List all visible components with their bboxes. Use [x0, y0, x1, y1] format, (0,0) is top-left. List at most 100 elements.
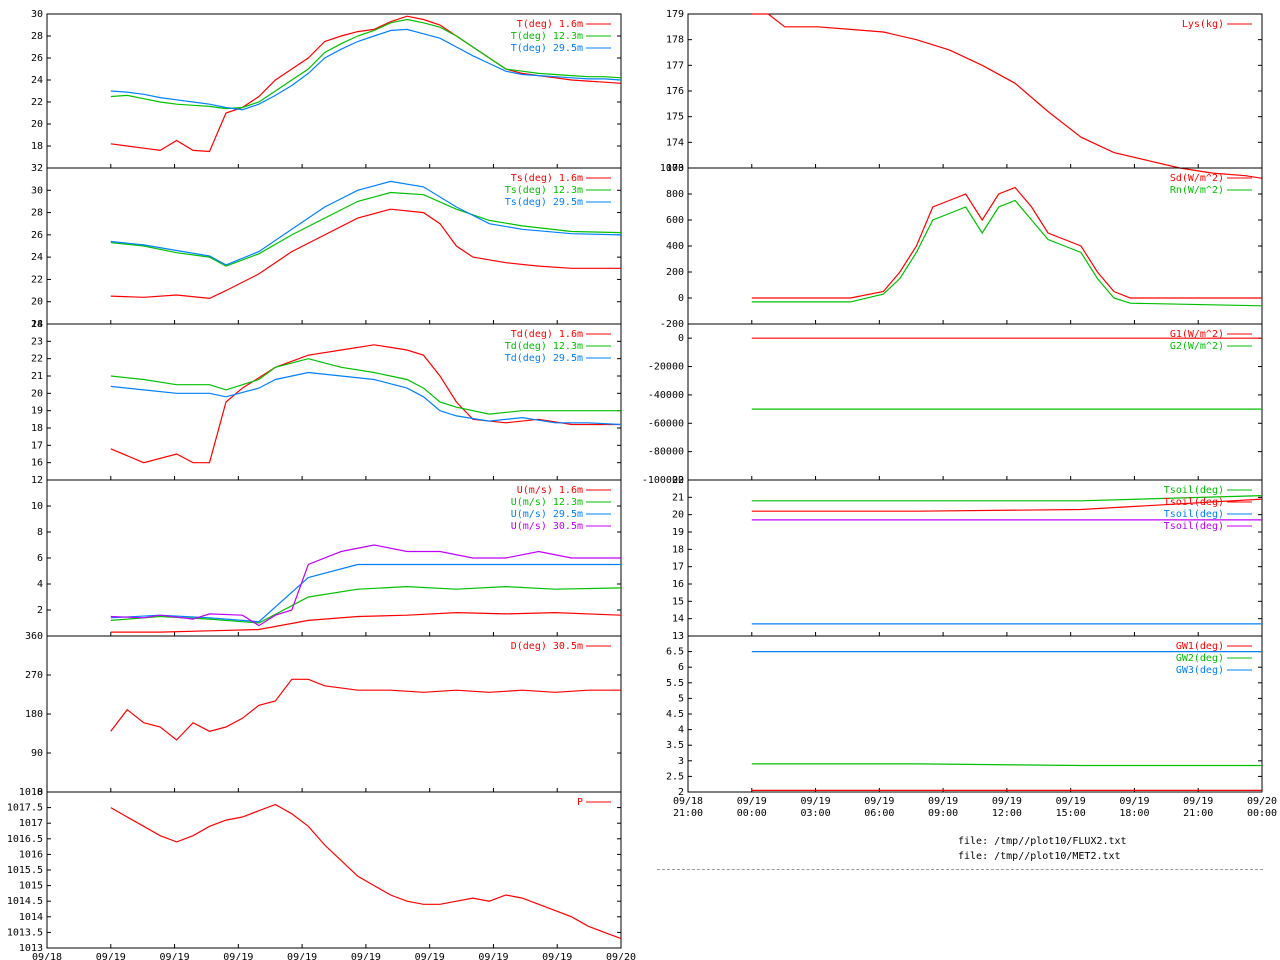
ytick-label-G-5: 0	[678, 333, 684, 344]
right-xlabel-time-0: 21:00	[673, 808, 703, 819]
ytick-label-Tsoil-8: 21	[672, 492, 684, 503]
right-xlabel-date-7: 09/19	[1119, 796, 1149, 807]
legend-T-2: T(deg) 29.5m	[511, 43, 583, 54]
ytick-label-P-1: 1013.5	[7, 927, 43, 938]
ytick-label-T-0: 18	[31, 141, 43, 152]
legend-D-0: D(deg) 30.5m	[511, 641, 583, 652]
ytick-label-GW-2: 3	[678, 756, 684, 767]
right-xlabel-date-4: 09/19	[928, 796, 958, 807]
legend-Tsoil-2: Tsoil(deg)	[1164, 509, 1224, 520]
ytick-label-Td-7: 23	[31, 336, 43, 347]
ytick-label-U-4: 10	[31, 501, 43, 512]
ytick-label-Sd-0: -200	[660, 319, 684, 330]
ytick-label-Tsoil-0: 13	[672, 631, 684, 642]
legend-U-2: U(m/s) 29.5m	[511, 509, 583, 520]
legend-P-0: P	[577, 797, 583, 808]
legend-Td-1: Td(deg) 12.3m	[505, 341, 583, 352]
ytick-label-D-4: 360	[25, 631, 43, 642]
right-xlabel-date-9: 09/20	[1247, 796, 1277, 807]
ytick-label-Td-1: 17	[31, 440, 43, 451]
ytick-label-Tsoil-1: 14	[672, 614, 684, 625]
ytick-label-T-2: 22	[31, 97, 43, 108]
ytick-label-Tsoil-3: 16	[672, 579, 684, 590]
legend-GW-1: GW2(deg)	[1176, 653, 1224, 664]
right-xlabel-date-6: 09/19	[1056, 796, 1086, 807]
ytick-label-Td-8: 24	[31, 319, 43, 330]
right-xlabel-time-7: 18:00	[1119, 808, 1149, 819]
ytick-label-P-6: 1016	[19, 849, 43, 860]
legend-Sd-1: Rn(W/m^2)	[1170, 185, 1224, 196]
right-xlabel-date-3: 09/19	[864, 796, 894, 807]
legend-Td-0: Td(deg) 1.6m	[511, 329, 583, 340]
left-xlabel-date-1: 09/19	[96, 952, 126, 960]
file-flux: file: /tmp//plot10/FLUX2.txt	[958, 836, 1127, 847]
ytick-label-U-5: 12	[31, 475, 43, 486]
ytick-label-Ts-7: 32	[31, 163, 43, 174]
legend-Ts-0: Ts(deg) 1.6m	[511, 173, 583, 184]
ytick-label-Lys-0: 173	[666, 163, 684, 174]
ytick-label-G-4: -20000	[648, 362, 684, 373]
legend-T-1: T(deg) 12.3m	[511, 31, 583, 42]
series-Sd-0	[751, 186, 1262, 299]
right-xlabel-time-8: 21:00	[1183, 808, 1213, 819]
left-xlabel-date-4: 09/19	[287, 952, 317, 960]
ytick-label-Ts-3: 24	[31, 252, 43, 263]
legend-Lys-0: Lys(kg)	[1182, 19, 1224, 30]
ytick-label-Tsoil-5: 18	[672, 544, 684, 555]
series-Ts-2	[110, 180, 622, 266]
right-xlabel-time-6: 15:00	[1056, 808, 1086, 819]
ytick-label-P-7: 1016.5	[7, 834, 43, 845]
right-xlabel-time-9: 00:00	[1247, 808, 1277, 819]
right-xlabel-date-8: 09/19	[1183, 796, 1213, 807]
legend-U-3: U(m/s) 30.5m	[511, 521, 583, 532]
series-Tsoil-0	[751, 495, 1263, 502]
ytick-label-P-9: 1017.5	[7, 803, 43, 814]
ytick-label-D-2: 180	[25, 709, 43, 720]
panel-Lys-frame	[687, 13, 1263, 169]
legend-GW-0: GW1(deg)	[1176, 641, 1224, 652]
series-Lys-0	[751, 13, 1263, 179]
legend-Tsoil-3: Tsoil(deg)	[1164, 521, 1224, 532]
series-Tsoil-1	[751, 498, 1263, 512]
file-met: file: /tmp//plot10/MET2.txt	[958, 851, 1121, 862]
legend-Sd-0: Sd(W/m^2)	[1170, 173, 1224, 184]
series-T-2	[110, 28, 622, 111]
right-xlabel-date-1: 09/19	[737, 796, 767, 807]
ytick-label-Sd-6: 1000	[660, 163, 684, 174]
legend-G-0: G1(W/m^2)	[1170, 329, 1224, 340]
ytick-label-GW-7: 5.5	[666, 678, 684, 689]
ytick-label-P-0: 1013	[19, 943, 43, 954]
series-Ts-0	[110, 208, 621, 300]
legend-Tsoil-0: Tsoil(deg)	[1164, 485, 1224, 496]
ytick-label-Ts-4: 26	[31, 230, 43, 241]
ytick-label-Td-2: 18	[31, 423, 43, 434]
ytick-label-Lys-1: 174	[666, 137, 684, 148]
left-xlabel-date-8: 09/19	[542, 952, 572, 960]
ytick-label-Sd-5: 800	[666, 189, 684, 200]
ytick-label-Td-4: 20	[31, 388, 43, 399]
right-xlabel-time-4: 09:00	[928, 808, 958, 819]
ytick-label-P-3: 1014.5	[7, 896, 43, 907]
ytick-label-Sd-2: 200	[666, 267, 684, 278]
ytick-label-Ts-2: 22	[31, 274, 43, 285]
ytick-label-GW-3: 3.5	[666, 740, 684, 751]
ytick-label-Lys-4: 177	[666, 60, 684, 71]
series-U-0	[110, 611, 622, 633]
ytick-label-P-2: 1014	[19, 912, 43, 923]
series-Sd-1	[751, 199, 1263, 307]
series-P-0	[110, 803, 622, 940]
ytick-label-G-2: -60000	[648, 418, 684, 429]
right-xlabel-date-2: 09/19	[801, 796, 831, 807]
series-U-3	[110, 544, 621, 627]
series-U-2	[110, 563, 621, 623]
ytick-label-P-4: 1015	[19, 881, 43, 892]
ytick-label-Lys-6: 179	[666, 9, 684, 20]
series-U-1	[110, 585, 622, 624]
left-xlabel-date-5: 09/19	[351, 952, 381, 960]
ytick-label-T-1: 20	[31, 119, 43, 130]
left-xlabel-date-7: 09/19	[478, 952, 508, 960]
legend-Ts-1: Ts(deg) 12.3m	[505, 185, 583, 196]
ytick-label-Ts-1: 20	[31, 297, 43, 308]
left-xlabel-date-0: 09/18	[32, 952, 62, 960]
